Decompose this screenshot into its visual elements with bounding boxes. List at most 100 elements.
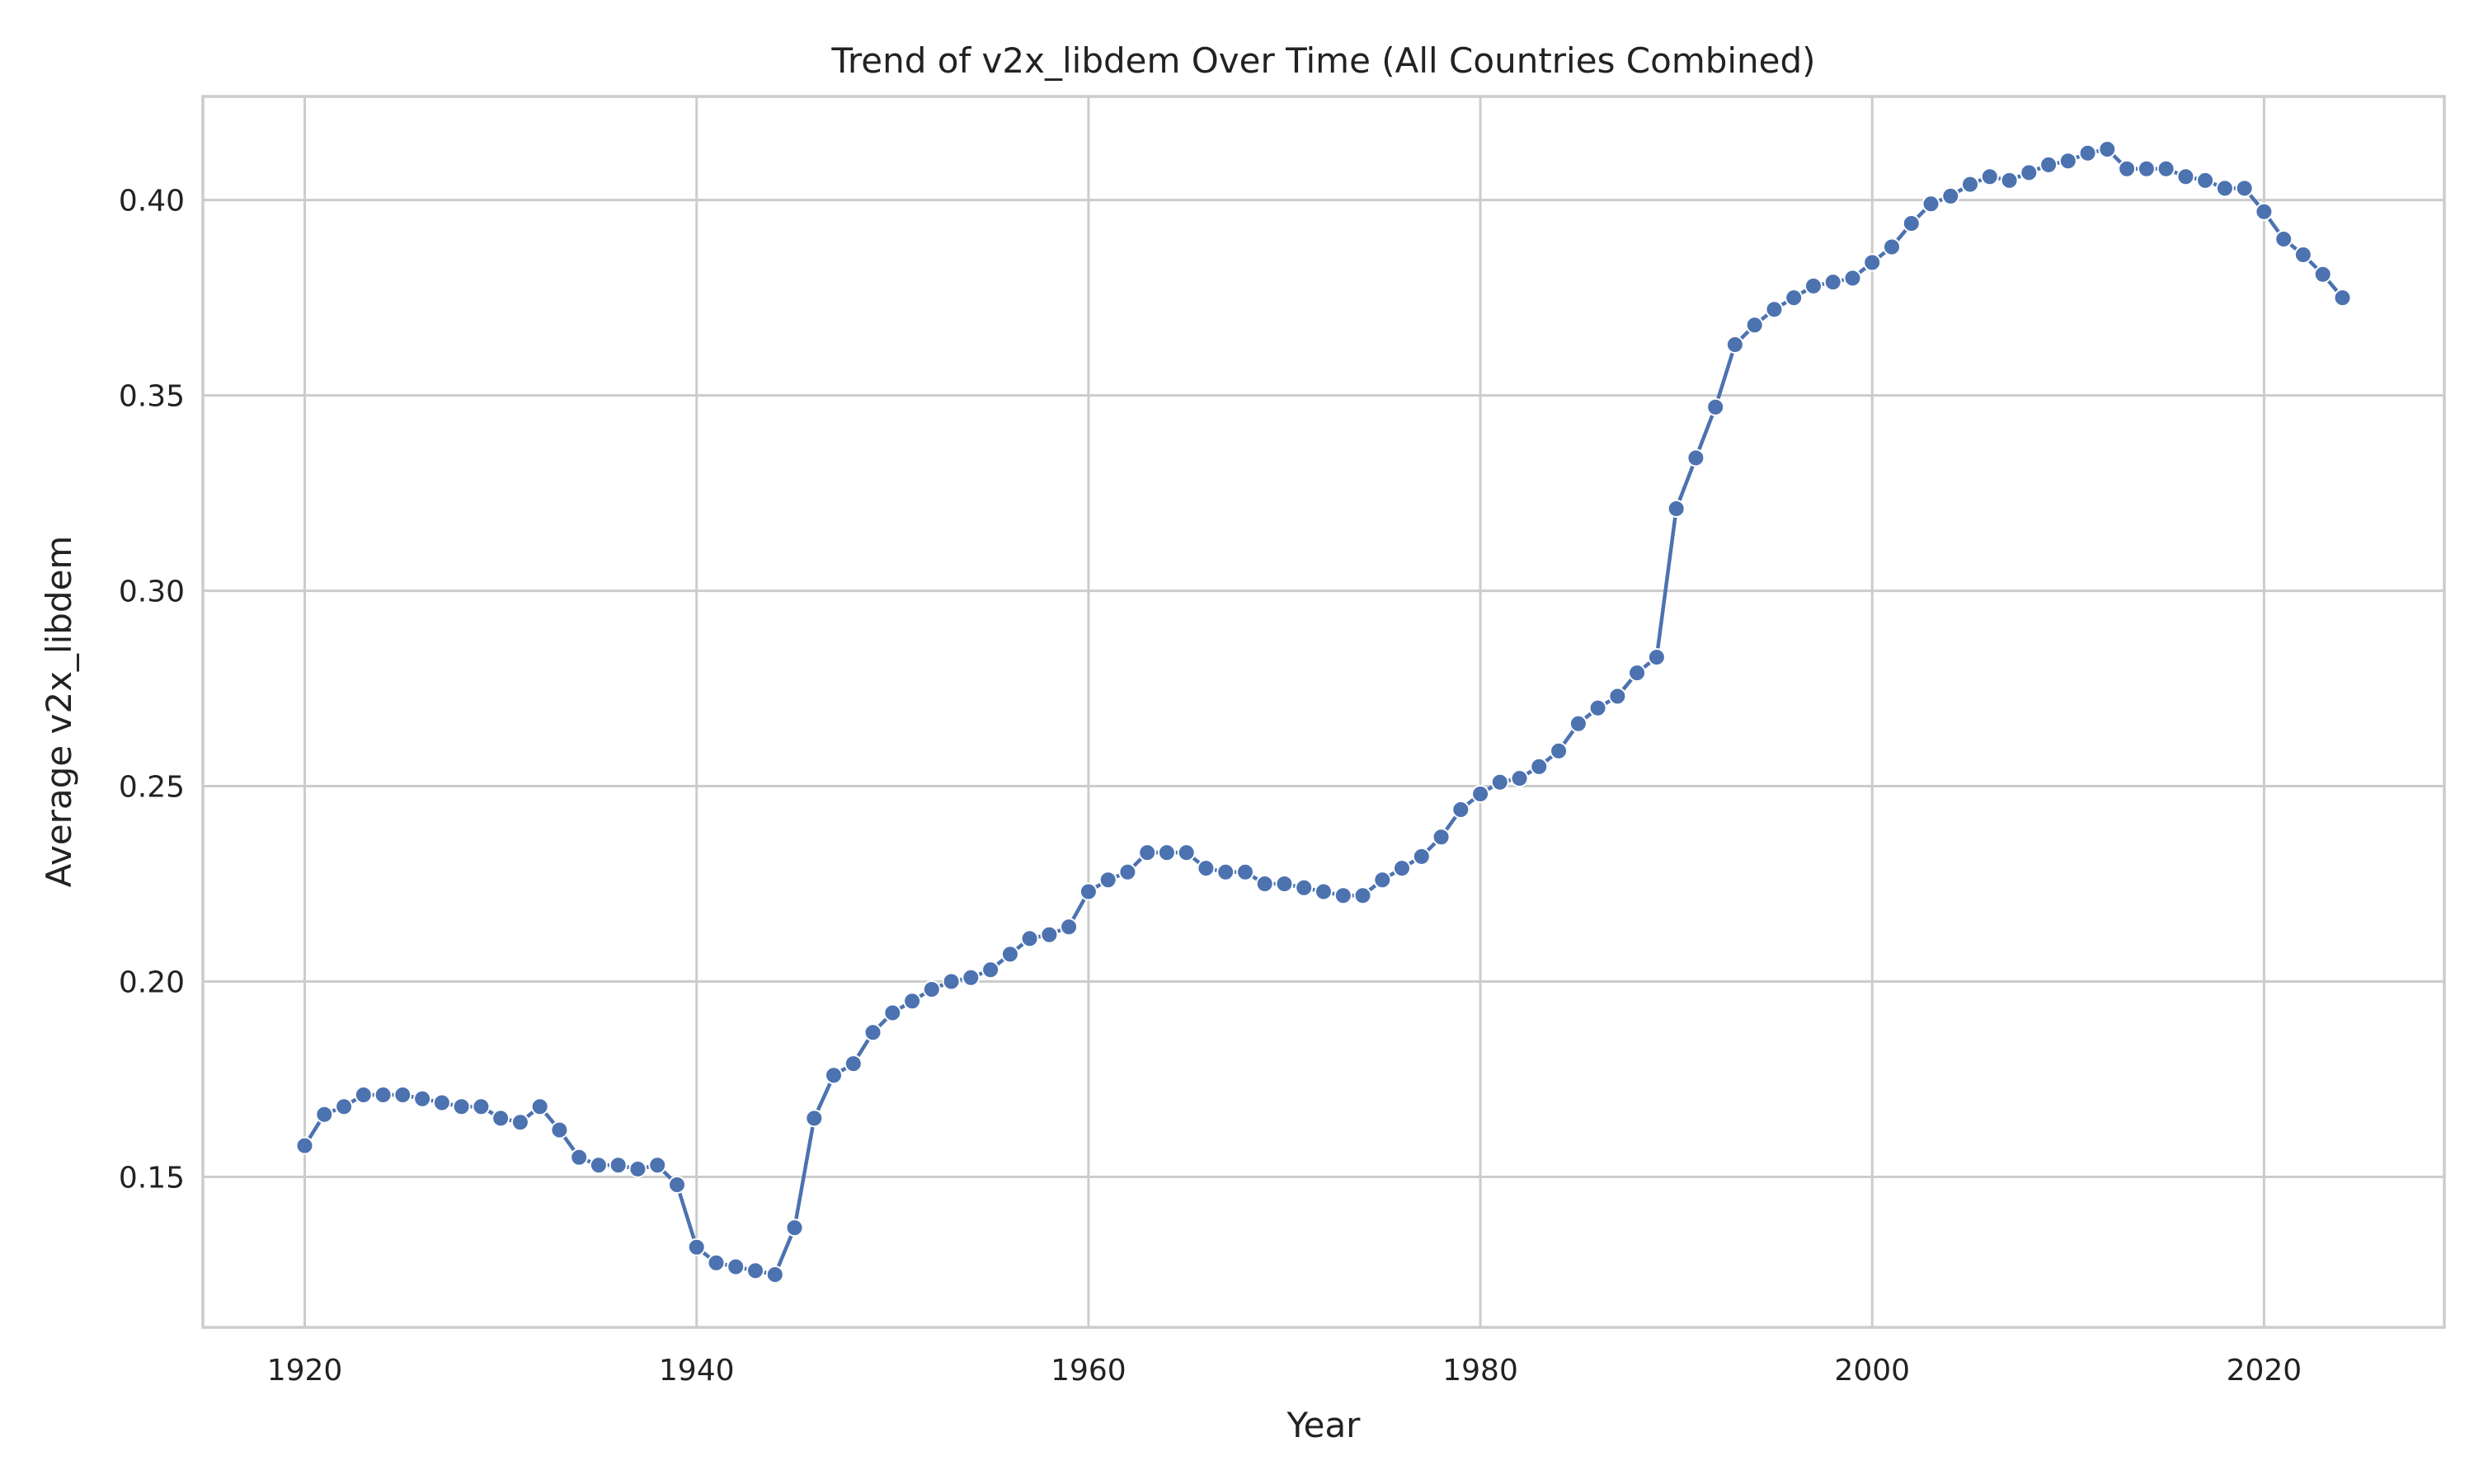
data-point [2313, 265, 2332, 284]
data-point [393, 1086, 412, 1104]
data-point [1177, 843, 1196, 862]
data-point [668, 1176, 686, 1194]
data-point [1785, 289, 1804, 308]
data-point [1432, 828, 1451, 847]
data-point [1588, 698, 1607, 717]
data-point [1883, 237, 1901, 256]
data-point [1353, 886, 1372, 905]
x-tick-label: 1960 [1051, 1354, 1126, 1388]
data-point [2235, 179, 2254, 198]
x-tick-labels: 1920 1940 1960 1980 2000 2020 [267, 1354, 2302, 1388]
data-point [1471, 785, 1490, 803]
y-tick-label: 0.35 [119, 380, 185, 414]
data-point [1550, 741, 1569, 760]
data-point [1608, 687, 1627, 706]
data-point-markers [295, 140, 2352, 1284]
data-point [1393, 859, 1411, 878]
data-point [1843, 269, 1862, 288]
data-point [550, 1120, 569, 1139]
data-point [374, 1086, 393, 1104]
data-point [2039, 155, 2058, 174]
data-point [2215, 179, 2234, 198]
x-tick-label: 1940 [659, 1354, 735, 1388]
data-point [1020, 929, 1039, 948]
data-point [1804, 276, 1823, 295]
data-point [707, 1253, 726, 1272]
data-point [570, 1148, 589, 1167]
data-point [1098, 871, 1117, 890]
y-tick-label: 0.30 [119, 575, 185, 609]
data-point [1961, 175, 1979, 194]
data-point [2098, 140, 2117, 158]
y-tick-labels: 0.15 0.20 0.25 0.30 0.35 0.40 [119, 185, 185, 1195]
chart-title: Trend of v2x_libdem Over Time (All Count… [830, 40, 1815, 81]
y-tick-label: 0.20 [119, 966, 185, 1000]
data-point [1157, 843, 1176, 862]
data-point [1451, 801, 1470, 819]
data-point [1706, 397, 1725, 416]
data-point [510, 1113, 529, 1132]
data-point [2157, 159, 2175, 178]
data-point [844, 1054, 863, 1073]
x-tick-label: 1920 [267, 1354, 343, 1388]
y-tick-label: 0.15 [119, 1162, 185, 1195]
data-point [1000, 945, 1019, 964]
data-point [2255, 202, 2274, 221]
data-point [2118, 159, 2137, 178]
data-point [1412, 847, 1431, 866]
data-point [1686, 448, 1705, 467]
x-tick-label: 2020 [2227, 1354, 2302, 1388]
data-point [1118, 862, 1137, 881]
data-point [1941, 186, 1960, 205]
y-tick-label: 0.40 [119, 185, 185, 218]
data-point [883, 1003, 902, 1022]
data-point [432, 1093, 451, 1112]
data-point [1138, 843, 1157, 862]
data-point [1667, 500, 1686, 518]
data-point [492, 1109, 510, 1128]
data-point [335, 1097, 354, 1116]
data-point [1530, 757, 1549, 776]
data-point [589, 1156, 608, 1175]
data-point [1569, 714, 1587, 733]
data-point [1823, 273, 1842, 292]
data-point [648, 1156, 667, 1175]
data-point [1765, 300, 1784, 319]
data-point [962, 968, 981, 987]
data-point [1863, 253, 1882, 272]
data-point [922, 980, 941, 998]
data-point [2176, 167, 2195, 186]
y-tick-label: 0.25 [119, 771, 185, 805]
data-point [452, 1097, 471, 1116]
data-point [863, 1023, 882, 1042]
data-point [315, 1105, 334, 1124]
x-tick-label: 2000 [1834, 1354, 1910, 1388]
data-point [1315, 882, 1333, 901]
data-point [687, 1237, 706, 1256]
data-point [1333, 886, 1352, 905]
data-point [981, 960, 1000, 979]
data-point [1647, 648, 1666, 667]
x-axis-label: Year [1286, 1405, 1362, 1445]
data-point [903, 992, 922, 1011]
data-point [765, 1266, 784, 1284]
data-point [805, 1109, 824, 1128]
data-point [2020, 163, 2039, 182]
data-point [1060, 918, 1079, 937]
data-point [942, 972, 961, 991]
data-point [1275, 875, 1294, 893]
data-point [1921, 195, 1940, 214]
data-point [1745, 316, 1764, 335]
data-point [1490, 773, 1509, 791]
data-point [628, 1160, 647, 1178]
data-point [2274, 230, 2293, 248]
y-axis-label: Average v2x_libdem [39, 536, 79, 888]
data-point [746, 1261, 764, 1280]
data-point [1902, 214, 1921, 232]
data-point [1040, 925, 1059, 944]
data-point [2196, 171, 2215, 190]
data-point [2058, 152, 2077, 171]
data-point [609, 1156, 628, 1175]
data-point [1079, 882, 1098, 901]
